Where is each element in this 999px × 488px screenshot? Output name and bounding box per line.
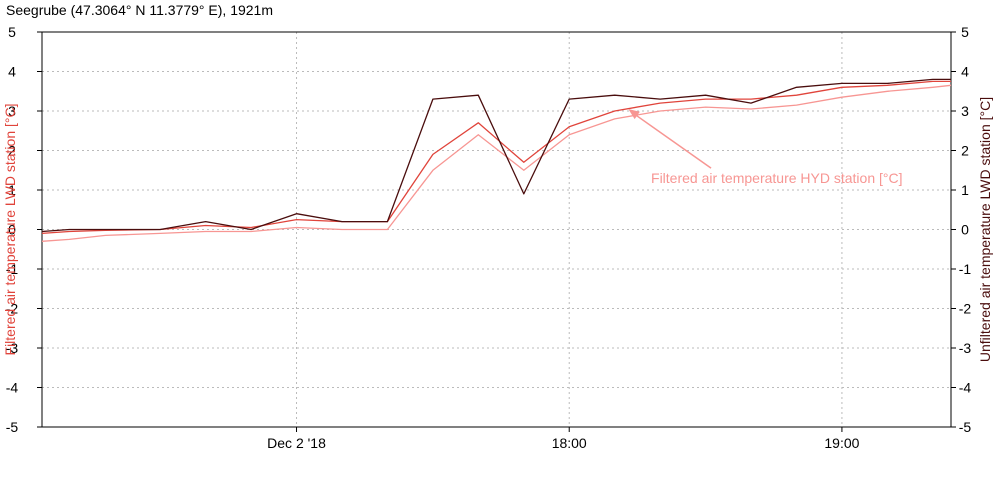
series-line-unfiltered-lwd <box>41 78 951 233</box>
right-y-tick-label: -1 <box>959 261 972 277</box>
left-y-tick-label: 1 <box>8 182 16 198</box>
right-y-tick-label: 2 <box>961 143 969 159</box>
right-y-tick-label: 5 <box>961 24 969 40</box>
left-y-tick-label: 0 <box>8 222 16 238</box>
annotation-label: Filtered air temperature HYD station [°C… <box>651 170 902 186</box>
left-y-axis: 5 4 3 2 1 0 -1 -2 -3 -4 -5 <box>6 24 42 435</box>
left-y-tick-label: -2 <box>6 301 19 317</box>
right-y-tick-label: -4 <box>959 380 972 396</box>
series-line-filtered-lwd <box>41 80 951 235</box>
right-y-tick-label: 3 <box>961 103 969 119</box>
annotation-arrow-line <box>633 113 712 169</box>
left-axis-label: Filtered air temperature LWD station [°C… <box>2 104 18 356</box>
series-layer <box>41 78 952 242</box>
grid-lines <box>42 32 951 427</box>
right-y-tick-label: 0 <box>961 222 969 238</box>
x-tick-label: 19:00 <box>824 435 859 451</box>
right-y-tick-label: -2 <box>959 301 972 317</box>
chart-title: Seegrube (47.3064° N 11.3779° E), 1921m <box>6 2 274 18</box>
left-y-tick-label: 3 <box>8 103 16 119</box>
left-y-tick-label: -3 <box>6 340 19 356</box>
annotation-arrow-head <box>628 109 640 120</box>
left-y-tick-label: 5 <box>8 24 16 40</box>
x-tick-label: Dec 2 '18 <box>267 435 326 451</box>
right-y-tick-label: -5 <box>959 419 972 435</box>
x-tick-label: 18:00 <box>552 435 587 451</box>
right-axis-label: Unfiltered air temperature LWD station [… <box>977 97 993 362</box>
left-y-tick-label: -5 <box>6 419 19 435</box>
right-y-axis: 5 4 3 2 1 0 -1 -2 -3 -4 -5 <box>951 24 971 435</box>
left-y-tick-label: -4 <box>6 380 19 396</box>
right-y-tick-label: 1 <box>961 182 969 198</box>
annotation: Filtered air temperature HYD station [°C… <box>628 109 902 186</box>
left-y-tick-label: 2 <box>8 143 16 159</box>
left-y-tick-label: 4 <box>8 64 16 80</box>
x-axis: Dec 2 '18 18:00 19:00 <box>267 427 860 451</box>
right-y-tick-label: 4 <box>961 64 969 80</box>
right-y-tick-label: -3 <box>959 340 972 356</box>
left-y-tick-label: -1 <box>6 261 19 277</box>
series-line-filtered-hyd <box>41 84 952 242</box>
